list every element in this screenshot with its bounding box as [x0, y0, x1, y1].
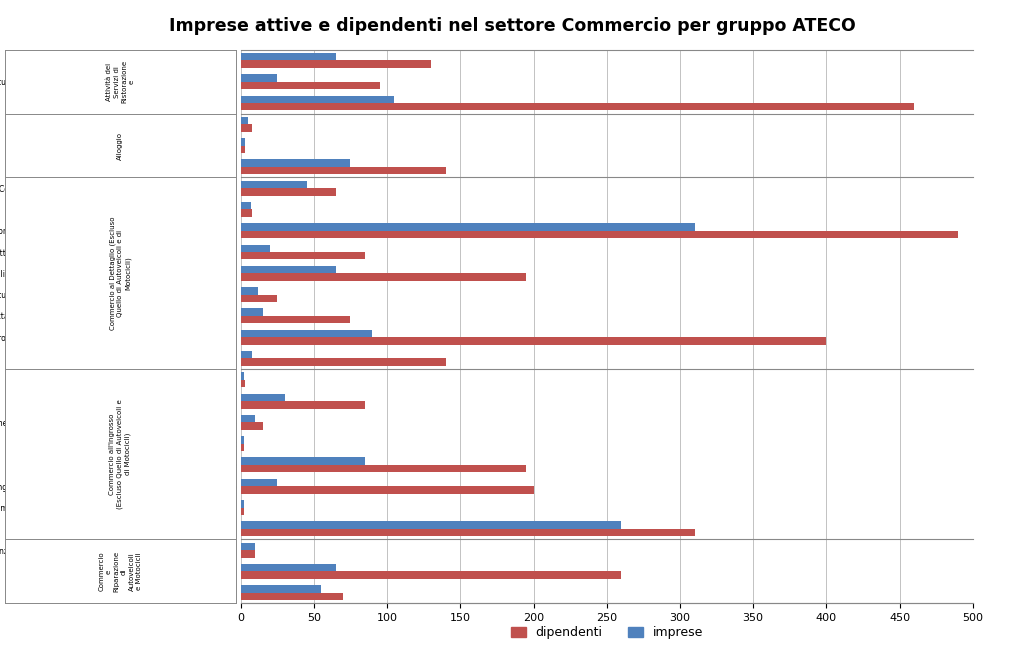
Text: Commercio all'ingrosso
(Escluso Quello di Autoveicoli e
di Motocicli): Commercio all'ingrosso (Escluso Quello d…	[110, 399, 131, 509]
Bar	[241, 223, 694, 231]
Bar	[241, 529, 694, 536]
Bar	[241, 188, 336, 196]
Bar	[241, 444, 244, 451]
Bar	[241, 507, 244, 515]
Bar	[241, 146, 245, 153]
Bar	[241, 500, 244, 507]
Bar	[241, 117, 248, 124]
Bar	[241, 95, 394, 103]
Bar	[241, 316, 350, 324]
Bar	[241, 124, 252, 132]
Text: Attività dei
Servizi di
Ristorazione
e: Attività dei Servizi di Ristorazione e	[106, 60, 134, 103]
Text: Commercio
e
Riparazione
di
Autoveicoli
e Motocicli: Commercio e Riparazione di Autoveicoli e…	[98, 551, 142, 592]
Bar	[241, 231, 958, 238]
Bar	[241, 479, 278, 486]
Bar	[241, 159, 350, 167]
Bar	[241, 210, 252, 217]
Text: Alloggio: Alloggio	[118, 131, 123, 160]
Bar	[241, 167, 445, 174]
Bar	[241, 593, 343, 600]
Bar	[241, 202, 251, 210]
Bar	[241, 60, 431, 68]
Bar	[241, 436, 244, 444]
Bar	[241, 252, 366, 259]
Bar	[241, 294, 278, 302]
Bar	[241, 245, 270, 252]
Bar	[241, 486, 534, 494]
Bar	[241, 542, 255, 550]
Bar	[241, 465, 526, 472]
Bar	[241, 401, 366, 408]
Bar	[241, 373, 244, 380]
Bar	[241, 82, 380, 89]
Bar	[241, 287, 258, 294]
Bar	[241, 457, 366, 465]
Bar	[241, 380, 245, 387]
Bar	[241, 572, 622, 579]
Bar	[241, 422, 262, 430]
Bar	[241, 564, 336, 572]
Bar	[241, 181, 306, 188]
Bar	[241, 351, 252, 359]
Bar	[241, 138, 245, 146]
Legend: dipendenti, imprese: dipendenti, imprese	[506, 621, 708, 644]
Bar	[241, 74, 278, 82]
Text: Commercio al Dettaglio (Escluso
Quello di Autoveicoli e di
Motocicli): Commercio al Dettaglio (Escluso Quello d…	[110, 217, 131, 330]
Bar	[241, 415, 255, 422]
Bar	[241, 550, 255, 558]
Text: Imprese attive e dipendenti nel settore Commercio per gruppo ATECO: Imprese attive e dipendenti nel settore …	[169, 17, 855, 34]
Bar	[241, 308, 262, 316]
Bar	[241, 273, 526, 280]
Bar	[241, 266, 336, 273]
Bar	[241, 330, 373, 337]
Bar	[241, 521, 622, 529]
Bar	[241, 103, 914, 111]
Bar	[241, 53, 336, 60]
Bar	[241, 337, 826, 345]
Bar	[241, 359, 445, 366]
Bar	[241, 394, 285, 401]
Bar	[241, 585, 322, 593]
